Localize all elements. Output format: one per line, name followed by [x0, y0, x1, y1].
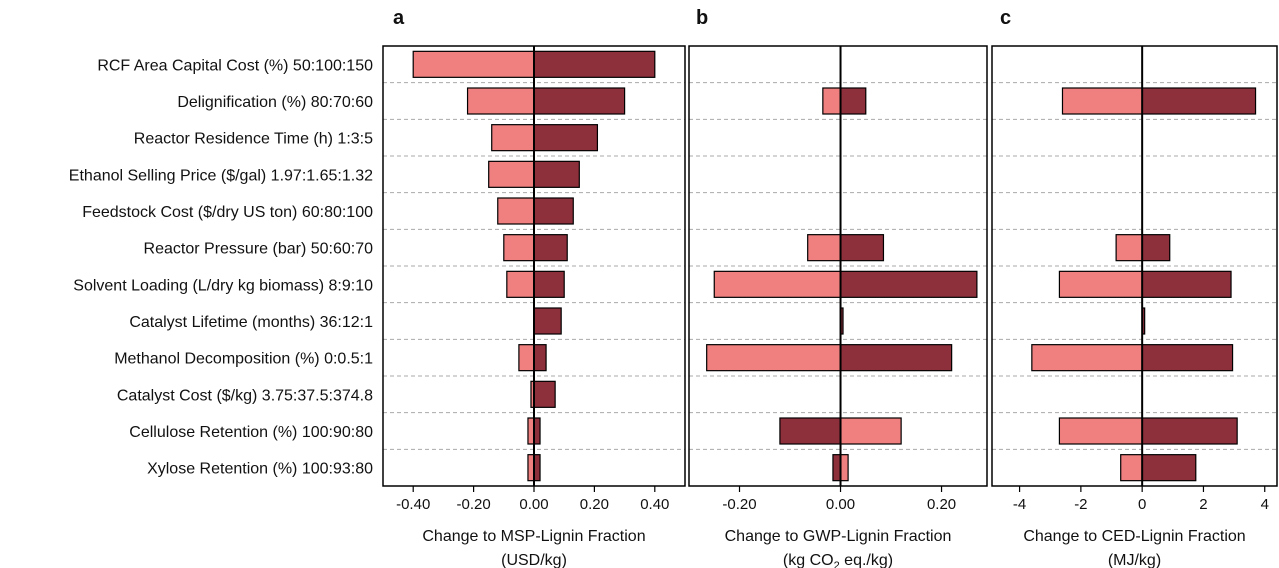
bar-low [1120, 454, 1143, 482]
x-tick-label: -0.20 [456, 496, 490, 513]
bar-high [832, 454, 842, 482]
bar-low [713, 270, 842, 298]
x-tick-label: 0.00 [826, 496, 855, 513]
panel-letter: a [393, 7, 405, 29]
bar-high [533, 124, 599, 152]
bar-low [1031, 344, 1143, 372]
category-label: Feedstock Cost ($/dry US ton) 60:80:100 [82, 204, 373, 221]
bar-high [839, 87, 867, 115]
bar-low [497, 197, 535, 225]
bar-high [533, 234, 568, 262]
bar-high [533, 344, 547, 372]
category-label: Cellulose Retention (%) 100:90:80 [129, 424, 373, 441]
bar-low [839, 417, 902, 445]
panel-letter: b [696, 7, 708, 29]
x-axis-unit-subscript: 2 [834, 560, 840, 568]
category-label: Catalyst Lifetime (months) 36:12:1 [129, 314, 373, 331]
x-tick-label: 2 [1199, 496, 1207, 513]
category-label: Ethanol Selling Price ($/gal) 1.97:1.65:… [69, 167, 373, 184]
bar-low [488, 160, 535, 188]
category-label: Methanol Decomposition (%) 0:0.5:1 [114, 351, 373, 368]
bar-high [533, 380, 556, 408]
bar-low [518, 344, 535, 372]
bar-high [533, 197, 574, 225]
bar-low [1058, 417, 1143, 445]
x-tick-label: 0.00 [519, 496, 548, 513]
x-axis-unit: (USD/kg) [501, 552, 567, 568]
x-tick-label: 0.20 [927, 496, 956, 513]
category-label: Xylose Retention (%) 100:93:80 [147, 461, 373, 478]
bar-low [1115, 234, 1143, 262]
bar-low [706, 344, 842, 372]
bar-low [1061, 87, 1143, 115]
x-tick-label: -0.40 [396, 496, 430, 513]
x-tick-label: -4 [1013, 496, 1026, 513]
category-label: Reactor Pressure (bar) 50:60:70 [144, 241, 374, 258]
bar-low [506, 270, 535, 298]
bar-high [1141, 234, 1171, 262]
plot-frame [688, 45, 988, 487]
bar-low [1058, 270, 1143, 298]
x-tick-label: 0 [1138, 496, 1146, 513]
bar-high [1141, 344, 1234, 372]
bar-high [533, 50, 656, 78]
bar-high [533, 307, 562, 335]
x-tick-label: 0.20 [580, 496, 609, 513]
x-tick-label: 4 [1261, 496, 1269, 513]
category-label: Catalyst Cost ($/kg) 3.75:37.5:374.8 [117, 387, 373, 404]
x-axis-unit: (kg CO2 eq./kg) [783, 552, 893, 568]
bar-high [839, 270, 978, 298]
x-axis-title: Change to MSP-Lignin Fraction [422, 528, 645, 545]
bar-high [533, 270, 565, 298]
x-tick-label: 0.40 [640, 496, 669, 513]
bar-low [822, 87, 842, 115]
category-label: Reactor Residence Time (h) 1:3:5 [134, 131, 373, 148]
category-label: RCF Area Capital Cost (%) 50:100:150 [97, 57, 373, 74]
bar-high [1141, 454, 1197, 482]
x-axis-unit: (MJ/kg) [1108, 552, 1161, 568]
bar-high [1141, 87, 1257, 115]
bar-low [503, 234, 535, 262]
bar-high [779, 417, 842, 445]
x-axis-title: Change to GWP-Lignin Fraction [725, 528, 952, 545]
panel-letter: c [1000, 7, 1011, 29]
bar-low [491, 124, 535, 152]
x-axis-title: Change to CED-Lignin Fraction [1023, 528, 1245, 545]
category-label: Delignification (%) 80:70:60 [177, 94, 373, 111]
bar-high [533, 160, 580, 188]
category-label: Solvent Loading (L/dry kg biomass) 8:9:1… [73, 277, 373, 294]
bar-high [839, 344, 953, 372]
plot-frame [991, 45, 1278, 487]
x-tick-label: -0.20 [722, 496, 756, 513]
bar-high [1141, 270, 1232, 298]
bar-low [466, 87, 535, 115]
bar-high [839, 234, 885, 262]
x-axis-unit-tail: eq./kg) [840, 552, 893, 568]
x-tick-label: -2 [1074, 496, 1087, 513]
bar-low [807, 234, 842, 262]
bar-low [412, 50, 535, 78]
bar-high [533, 87, 626, 115]
bar-high [1141, 417, 1238, 445]
bar-low [839, 454, 849, 482]
